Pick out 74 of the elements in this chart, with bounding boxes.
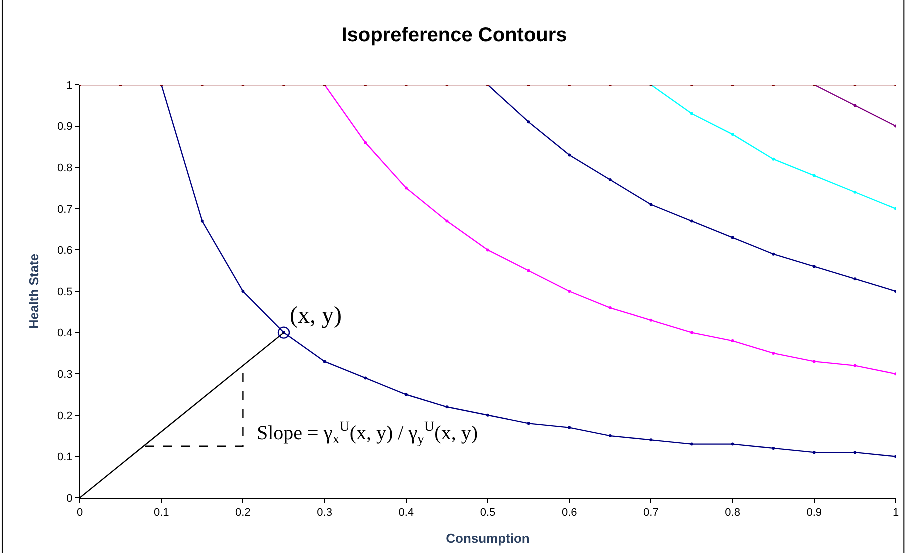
point: [527, 269, 530, 272]
point: [446, 220, 449, 223]
y-tick-label: 0.9: [58, 121, 73, 134]
point: [446, 406, 449, 409]
y-axis-title: Health State: [26, 254, 42, 330]
y-tick-label: 0.4: [58, 328, 73, 340]
point: [731, 442, 734, 446]
point: [568, 290, 572, 293]
point: [568, 154, 572, 157]
point: [650, 318, 653, 322]
point: [608, 178, 612, 182]
x-tick-label: 0.6: [562, 507, 578, 520]
point: [812, 174, 816, 178]
x-tick-label: 0.3: [317, 507, 332, 520]
y-tick-label: 0.1: [58, 452, 73, 464]
x-tick-label: 0.2: [236, 507, 251, 520]
point: [854, 104, 857, 108]
x-tick-label: 0.8: [725, 507, 740, 520]
x-tick-label: 0: [76, 507, 84, 520]
y-tick-label: 0: [66, 492, 73, 505]
y-tick-label: 0.6: [58, 245, 73, 258]
point: [854, 278, 857, 281]
point: [527, 422, 530, 426]
point: [364, 376, 368, 380]
point: [731, 133, 734, 136]
point: [731, 236, 734, 240]
y-tick-label: 0.7: [58, 204, 73, 216]
point: [568, 426, 572, 430]
point: [364, 141, 368, 144]
annotation: Slope = γ$_{x}$$^{U}$(x, y) / γ$_{y}$$^{U}$(x, y): [257, 420, 478, 448]
point: [486, 248, 490, 252]
line-series: [650, 85, 896, 210]
point: [486, 414, 490, 417]
point: [690, 331, 694, 334]
x-tick-label: 0.1: [154, 507, 170, 520]
x-axis-title: Consumption: [446, 530, 530, 546]
point: [731, 340, 734, 343]
point: [200, 220, 204, 223]
annotation: (x, y): [290, 303, 342, 329]
point: [812, 265, 816, 268]
x-tick-label: 0.4: [398, 507, 414, 520]
chart-title: Isopreference Contours: [342, 24, 568, 47]
y-tick-label: 0.3: [58, 368, 73, 381]
point: [812, 451, 816, 454]
point: [650, 203, 653, 206]
point: [772, 158, 776, 161]
point: [690, 442, 694, 446]
point: [772, 252, 776, 256]
point: [812, 360, 816, 364]
point: [854, 190, 857, 194]
y-tick-label: 0.5: [58, 286, 73, 298]
line-series: [486, 85, 896, 293]
point: [608, 306, 612, 310]
x-tick-label: 1: [892, 507, 900, 520]
point: [242, 290, 245, 293]
point: [854, 364, 857, 368]
x-tick-label: 0.9: [806, 507, 822, 520]
point: [527, 120, 530, 124]
x-tick-label: 0.5: [480, 507, 496, 520]
point: [690, 112, 694, 116]
y-tick-label: 0.2: [58, 410, 73, 422]
point: [608, 434, 612, 438]
point: [690, 220, 694, 223]
y-tick-label: 0.8: [58, 162, 73, 174]
point: [650, 438, 653, 442]
point: [854, 451, 857, 454]
point: [404, 186, 408, 190]
point: [772, 352, 776, 355]
x-tick-label: 0.7: [644, 507, 659, 520]
point: [323, 360, 326, 364]
line-series: [160, 85, 896, 458]
point: [404, 393, 408, 396]
y-tick-label: 1: [66, 80, 73, 92]
line-series: [323, 85, 896, 376]
